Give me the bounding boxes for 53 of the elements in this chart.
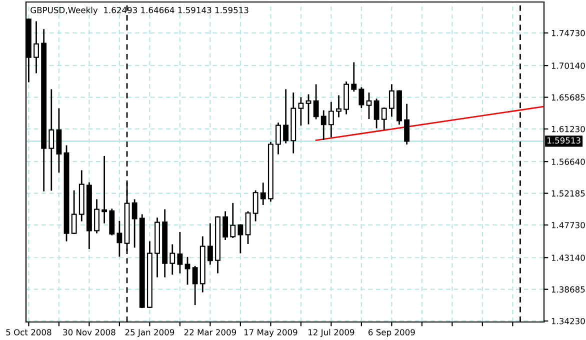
candlestick — [207, 223, 213, 265]
y-tick-label: 1.34230 — [552, 318, 585, 324]
y-tick-label: 1.38685 — [552, 286, 585, 293]
candlestick — [276, 122, 281, 154]
candlestick — [192, 266, 198, 306]
x-tick-label: 12 Jul 2009 — [308, 328, 354, 337]
candlestick — [177, 232, 183, 274]
candlestick — [94, 199, 100, 234]
candlestick — [320, 110, 326, 140]
candlestick — [358, 87, 364, 108]
text: GBPUSD,Weekly 1.62493 1.64664 1.59143 1.59513 — [30, 6, 248, 15]
candlestick — [238, 224, 244, 254]
x-tick-label: 25 Jan 2009 — [125, 329, 174, 337]
candlestick — [222, 211, 228, 240]
candlestick — [116, 220, 122, 257]
y-tick-label: 1.74730 — [552, 30, 585, 36]
candlestick — [336, 95, 342, 118]
candlestick — [306, 94, 312, 124]
candlestick — [102, 156, 108, 224]
candlestick — [283, 89, 289, 144]
candlestick — [71, 190, 77, 234]
y-tick-label: 1.43140 — [552, 254, 585, 261]
x-tick-label: 30 Nov 2008 — [63, 329, 116, 336]
candlestick — [245, 211, 251, 244]
y-tick-label: 1.56640 — [552, 158, 585, 165]
candlestick — [56, 108, 62, 173]
candlestick — [404, 104, 410, 144]
candlestick — [48, 89, 54, 191]
y-tick-label: 1.61230 — [552, 126, 585, 132]
candlestick — [351, 62, 357, 92]
candlestick — [313, 84, 319, 120]
candlestick — [374, 98, 380, 128]
candlestick — [260, 182, 266, 205]
candlestick — [230, 202, 236, 238]
ref-line-label: 1.59513 — [548, 137, 580, 144]
candlestick — [132, 199, 138, 248]
candlestick — [34, 21, 39, 74]
candlestick — [298, 97, 304, 126]
y-tick-label: 1.70140 — [552, 62, 585, 69]
x-tick-label: 17 May 2009 — [244, 329, 298, 338]
candlestick — [328, 102, 334, 138]
candlestick — [366, 92, 372, 119]
y-tick-label: 1.47730 — [552, 222, 585, 228]
candlestick — [252, 190, 258, 222]
candlestick — [388, 84, 394, 117]
candlestick — [170, 244, 176, 275]
candlestick — [381, 108, 387, 130]
x-tick-label: 22 Mar 2009 — [184, 329, 236, 336]
y-tick-label: 1.52185 — [552, 190, 585, 197]
candlestick — [109, 208, 115, 236]
y-tick-label: 1.65685 — [552, 94, 585, 101]
x-tick-label: 5 Oct 2008 — [6, 329, 52, 336]
x-tick-label: 6 Sep 2009 — [368, 329, 415, 338]
